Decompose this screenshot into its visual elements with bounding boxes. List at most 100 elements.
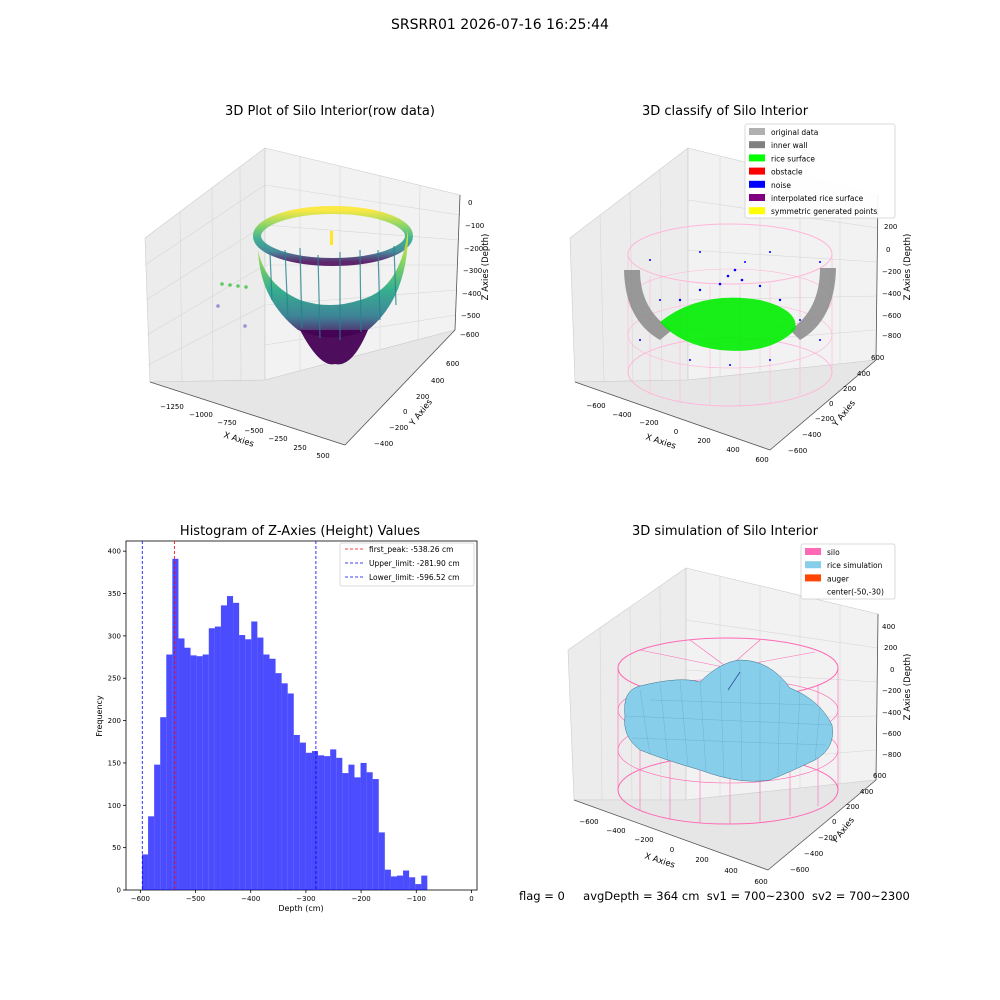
histogram-bar <box>245 639 252 890</box>
p1-ytick: −400 <box>374 440 393 448</box>
p1-xtick: −1250 <box>160 403 184 411</box>
p2-zlabel: Z Axies (Depth) <box>903 234 913 301</box>
histogram-y-ticks: 0 50 100 150 200 250 300 350 400 <box>108 548 126 895</box>
panel1-peak-points <box>330 231 333 245</box>
p4-ytick: 0 <box>832 818 836 826</box>
p4-ztick: 400 <box>882 623 895 631</box>
p1-ytick: 200 <box>416 393 429 401</box>
legend-swatch <box>749 141 765 149</box>
histogram-xlabel: Depth (cm) <box>278 904 323 913</box>
panel2-title: 3D classify of Silo Interior <box>641 104 809 119</box>
panel1-silo-wall-points <box>258 230 408 338</box>
histogram-bar <box>148 816 155 890</box>
panel1-back-left-pane <box>144 147 266 383</box>
histogram-bar <box>184 647 191 890</box>
histogram-y-tick-label: 50 <box>112 844 121 852</box>
legend-swatch <box>805 561 821 569</box>
panel2-3d-axes: −600 −400 −200 0 200 400 600 600 400 200… <box>569 123 913 464</box>
p1-ztick: −500 <box>461 312 480 320</box>
panel4-surface-mesh <box>625 661 833 783</box>
legend-label: rice simulation <box>827 561 883 570</box>
histogram-bar <box>275 673 282 890</box>
histogram-bar <box>384 869 391 890</box>
histogram-legend-entries: first_peak: -538.26 cm Upper_limit: -281.… <box>345 545 460 582</box>
status-footer: flag = 0 avgDepth = 364 cm sv1 = 700~230… <box>519 889 910 903</box>
histogram-bar <box>354 777 361 890</box>
p1-xtick: 250 <box>293 444 306 452</box>
histogram-y-tick-label: 200 <box>108 717 121 725</box>
histogram-bar <box>360 762 367 890</box>
panel1-x-axis-line <box>149 381 346 446</box>
histogram-bar <box>251 621 258 890</box>
p4-ytick: 600 <box>873 772 886 780</box>
p4-ytick: −200 <box>818 834 837 842</box>
histogram-bar <box>239 635 246 890</box>
panel2-y-axis-line <box>769 359 877 451</box>
p1-ytick: −200 <box>389 424 408 432</box>
p2-xtick: −200 <box>639 419 658 427</box>
histogram-bar <box>208 628 215 890</box>
histogram-y-tick-label: 350 <box>108 590 121 598</box>
p2-xtick: 0 <box>674 428 678 436</box>
histogram-bar <box>196 656 203 890</box>
p2-ytick: −200 <box>815 415 834 423</box>
histogram-reference-lines <box>141 541 317 890</box>
p4-zlabel: Z Axies (Depth) <box>903 654 913 721</box>
histogram-bar <box>396 875 404 890</box>
p2-ytick: 600 <box>871 354 884 362</box>
histogram-bar <box>202 654 209 890</box>
p4-ztick: −400 <box>882 709 901 717</box>
histogram-legend-label: Lower_limit: -596.52 cm <box>369 573 459 582</box>
histogram-bar <box>390 876 397 890</box>
p2-ztick: 0 <box>886 246 890 254</box>
p1-xtick: −750 <box>217 419 236 427</box>
sv2-text: sv2 = 700~2300 <box>811 889 910 903</box>
p1-ytick: 0 <box>403 408 407 416</box>
p4-ytick: 400 <box>860 788 873 796</box>
histogram-y-tick-label: 300 <box>108 632 121 640</box>
p1-ztick: −600 <box>460 331 479 339</box>
panel4-auger <box>727 671 741 691</box>
p2-xtick: 600 <box>755 456 768 464</box>
p1-ztick: −100 <box>465 222 484 230</box>
legend-swatch <box>749 180 765 188</box>
p1-zlabel: Z Axies (Depth) <box>481 234 491 301</box>
p1-ztick: −300 <box>463 267 482 275</box>
panel2-legend-entries: original data inner wall rice surface obsta… <box>749 128 877 216</box>
histogram-bar <box>226 596 234 890</box>
panel4-title: 3D simulation of Silo Interior <box>632 524 818 539</box>
histogram-bar <box>330 749 337 890</box>
histogram-bar <box>324 756 331 890</box>
legend-swatch <box>805 548 821 555</box>
p2-xlabel: X Axies <box>644 432 677 451</box>
legend-label: rice surface <box>771 154 815 163</box>
legend-swatch <box>749 167 765 175</box>
histogram-bar <box>318 755 325 890</box>
p4-ztick: −200 <box>882 687 901 695</box>
histogram-x-tick-label: −200 <box>351 895 370 903</box>
p4-ztick: −600 <box>882 730 901 738</box>
p4-ytick: −400 <box>804 850 823 858</box>
panel4-y-axis-line <box>767 779 877 871</box>
p4-ztick: 200 <box>884 644 897 652</box>
legend-label: center(-50,-30) <box>827 588 884 597</box>
p2-ylabel: Y Axies <box>830 398 858 430</box>
histogram-y-tick-label: 250 <box>108 675 121 683</box>
p1-xtick: −1000 <box>189 411 213 419</box>
legend-swatch <box>749 194 765 201</box>
histogram-legend-label: Upper_limit: -281.90 cm <box>369 559 460 568</box>
histogram-bar <box>220 605 227 890</box>
flag-text: flag = 0 <box>519 889 565 903</box>
p2-xtick: 400 <box>726 446 739 454</box>
histogram-bar <box>178 638 185 890</box>
histogram-bar <box>154 764 161 890</box>
p4-ytick: 200 <box>846 803 859 811</box>
p1-ztick: −200 <box>464 245 483 253</box>
panel1-title: 3D Plot of Silo Interior(row data) <box>225 104 435 119</box>
p2-ytick: 400 <box>857 370 870 378</box>
panel1-silo-rim-points <box>253 206 413 266</box>
p2-ztick: −800 <box>882 332 901 340</box>
legend-swatch <box>749 128 765 135</box>
p2-ytick: 200 <box>843 385 856 393</box>
